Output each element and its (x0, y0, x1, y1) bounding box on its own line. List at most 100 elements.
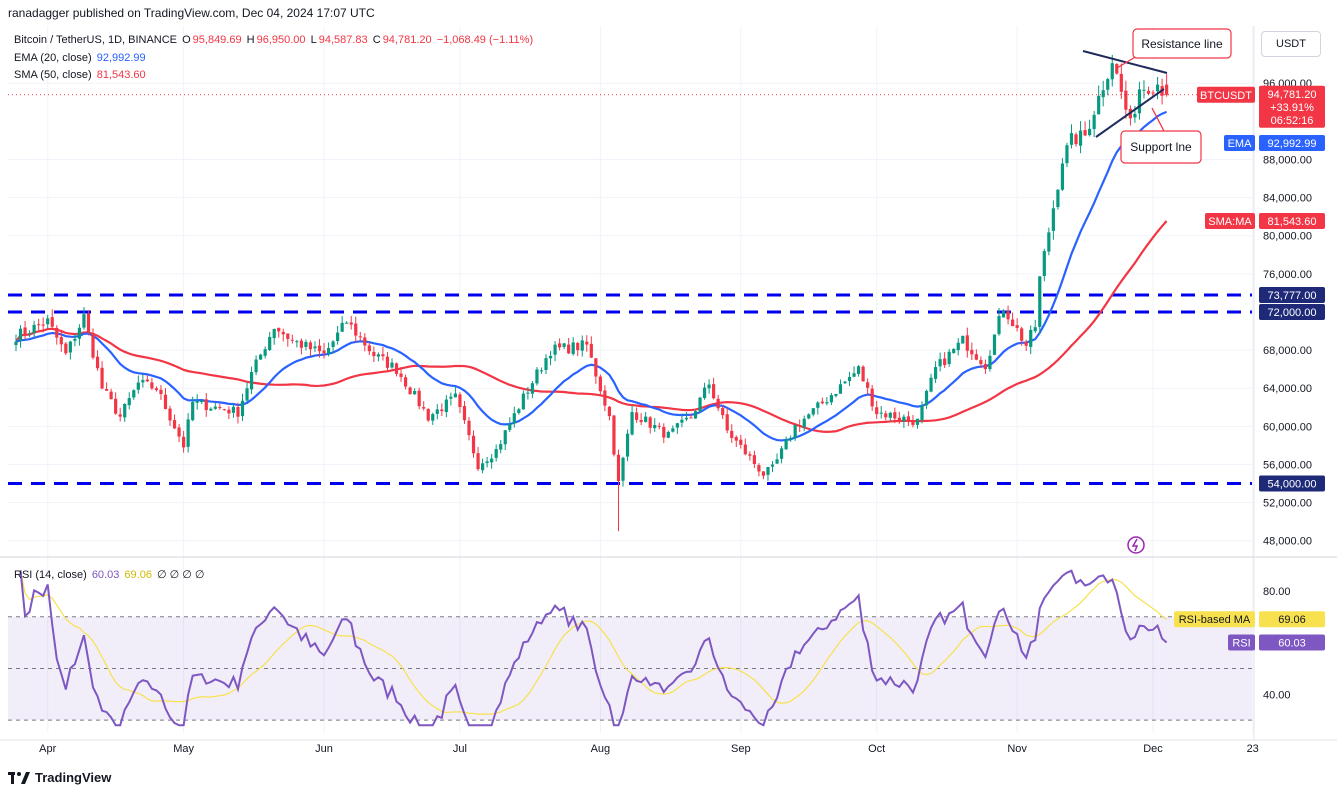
candle-body (1047, 232, 1051, 252)
candle-body (943, 358, 947, 366)
sma-legend-label: SMA (50, close) (14, 69, 92, 81)
rsi-price-tag: 60.03 (1278, 638, 1306, 650)
candle-body (1001, 311, 1006, 318)
rsi-legend[interactable]: RSI (14, close) 60.03 69.06 ∅ ∅ ∅ ∅ (14, 568, 207, 581)
candle-body (494, 449, 498, 458)
candle-body (476, 453, 480, 470)
candle-body (186, 419, 190, 447)
ema-price-tag: 92,992.99 (1268, 138, 1317, 150)
time-axis[interactable]: Apr May Jun Jul Aug Sep Oct Nov Dec 23 (39, 743, 1259, 755)
candle-body (14, 341, 18, 346)
time-tick-7: Nov (1007, 743, 1027, 755)
candle-body (983, 364, 988, 370)
candle-body (331, 341, 335, 348)
rsi-name-tag-bg (1228, 634, 1255, 651)
price-tick-7: 80,000.00 (1263, 231, 1312, 243)
candle-body (657, 425, 661, 427)
candle-body (671, 428, 675, 432)
candle-body (458, 394, 462, 408)
rsi-tick-0: 40.00 (1263, 689, 1291, 701)
candle-body (1069, 133, 1074, 145)
candle-body (304, 341, 308, 347)
time-tick-6: Oct (868, 743, 885, 755)
level-72000-tag: 72,000.00 (1268, 307, 1317, 319)
candle-body (358, 336, 362, 338)
ohlc-change: −1,068.49 (−1.11%) (436, 34, 534, 46)
replay-flash-icon (1127, 536, 1145, 554)
rsi-ma-name-tag: RSI-based MA (1179, 614, 1251, 626)
candle-body (462, 406, 467, 421)
candle-body (1056, 189, 1060, 208)
candle-body (453, 393, 458, 398)
candle-body (997, 316, 1001, 335)
candle-body (784, 439, 788, 450)
candle-body (888, 412, 892, 418)
candle-body (508, 424, 512, 430)
sma-legend[interactable]: SMA (50, close) 81,543.60 (14, 69, 148, 81)
candle-body (693, 411, 698, 419)
tradingview-brand[interactable]: TradingView (8, 770, 111, 785)
candle-body (385, 356, 390, 368)
rsi-ma-legend-value: 69.06 (124, 569, 152, 581)
candle-body (752, 455, 756, 465)
candle-body (1011, 319, 1015, 327)
candle-body (829, 395, 833, 403)
candle-body (947, 351, 951, 365)
candle-body (471, 435, 476, 454)
candle-body (1024, 341, 1028, 346)
ema-legend[interactable]: EMA (20, close) 92,992.99 (14, 52, 148, 64)
candle-body (530, 383, 535, 394)
time-tick-9: 23 (1247, 743, 1259, 755)
candle-body (254, 359, 258, 373)
support-resistance-levels (8, 94, 1252, 486)
sma-price-tag: 81,543.60 (1268, 216, 1317, 228)
candle-body (897, 417, 901, 421)
sma-name-tag: SMA:MA (1208, 216, 1252, 228)
symbol-legend[interactable]: Bitcoin / TetherUS, 1D, BINANCE O 95,849.… (14, 34, 535, 46)
time-tick-0: Apr (39, 743, 56, 755)
symbol-name[interactable]: Bitcoin / TetherUS, 1D, BINANCE (14, 34, 178, 46)
candle-body (1029, 329, 1033, 347)
time-tick-4: Aug (591, 743, 611, 755)
candle-body (381, 354, 385, 357)
candle-body (1092, 114, 1096, 130)
candle-body (1146, 90, 1151, 94)
candle-body (163, 394, 168, 410)
price-axis[interactable]: 48,000.00 52,000.00 56,000.00 60,000.00 64,0… (1263, 78, 1312, 701)
sma-50-line (15, 220, 1168, 433)
currency-button[interactable]: USDT (1261, 31, 1321, 57)
candle-body (295, 341, 299, 343)
btc-name-tag: BTCUSDT (1200, 90, 1252, 102)
candle-body (585, 341, 589, 345)
candle-body (394, 363, 399, 374)
candle-body (802, 418, 806, 428)
candle-body (906, 416, 911, 421)
candle-body (603, 390, 607, 406)
candle-body (177, 427, 181, 437)
candle-body (680, 419, 684, 423)
candle-body (204, 399, 208, 411)
candle-body (326, 347, 331, 354)
candle-body (793, 424, 797, 439)
candle-body (490, 458, 494, 463)
candle-body (798, 425, 802, 427)
candle-body (281, 331, 285, 335)
level-72000-tag-bg (1259, 303, 1325, 320)
candle-body (27, 333, 32, 335)
candle-body (154, 388, 159, 391)
grid-lines (0, 26, 1337, 741)
candle-body (159, 389, 163, 395)
candle-body (141, 380, 145, 383)
candle-body (988, 355, 992, 370)
candle-body (68, 341, 72, 353)
price-tick-3: 60,000.00 (1263, 421, 1312, 433)
rsi-ma-name-tag-bg (1174, 611, 1255, 628)
candle-body (431, 414, 435, 421)
sma-name-tag-bg (1205, 212, 1255, 229)
candle-body (553, 344, 557, 355)
candle-body (236, 407, 240, 417)
candle-body (1088, 128, 1092, 136)
candle-body (825, 402, 829, 404)
ema-legend-label: EMA (20, close) (14, 52, 92, 64)
